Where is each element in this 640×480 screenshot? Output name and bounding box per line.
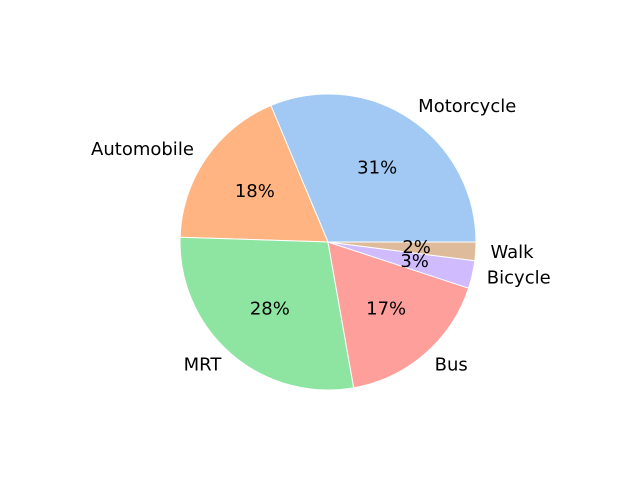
category-label-motorcycle: Motorcycle [418, 96, 516, 117]
category-label-mrt: MRT [184, 355, 223, 376]
category-label-automobile: Automobile [91, 139, 194, 160]
pct-label-motorcycle: 31% [357, 158, 397, 179]
pct-label-walk: 2% [402, 237, 431, 258]
pct-label-mrt: 28% [250, 299, 290, 320]
category-label-walk: Walk [490, 242, 534, 263]
slice-motorcycle [270, 93, 477, 243]
pie-slices [179, 93, 477, 391]
category-label-bicycle: Bicycle [487, 267, 551, 288]
slice-bus [327, 241, 470, 389]
pct-label-bicycle: 3% [400, 251, 429, 272]
pct-label-bus: 17% [366, 299, 406, 320]
category-label-bus: Bus [435, 355, 468, 376]
slice-walk [327, 241, 477, 262]
pie-labels: 31% Motorcycle 18% Automobile 28% MRT 17% Bus 3%… [91, 96, 551, 376]
slice-mrt [179, 236, 355, 391]
slice-automobile [179, 104, 329, 243]
pct-label-automobile: 18% [235, 181, 275, 202]
